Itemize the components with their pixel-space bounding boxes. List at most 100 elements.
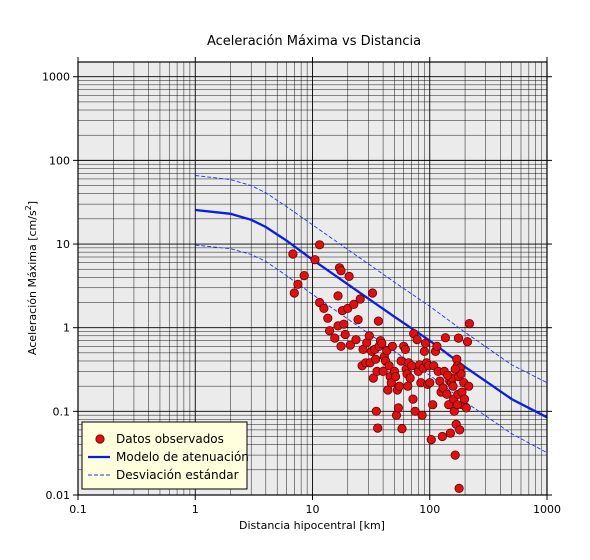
x-tick-label: 0.1 xyxy=(69,503,87,516)
data-point xyxy=(410,406,420,416)
y-axis-label-main: Aceleración Máxima [cm/s xyxy=(26,210,39,355)
data-point xyxy=(448,381,458,391)
data-point xyxy=(387,341,397,351)
data-point xyxy=(400,344,410,354)
data-point xyxy=(293,279,303,289)
data-point xyxy=(333,291,343,301)
data-point xyxy=(390,371,401,382)
y-tick-label: 1000 xyxy=(42,71,70,84)
attenuation-model-line xyxy=(195,208,548,419)
x-axis-ticks: 0.1 1 10 100 1000 xyxy=(69,57,561,516)
y-axis-label-superscript: 2 xyxy=(24,205,33,210)
data-point xyxy=(403,381,413,391)
x-tick-label: 10 xyxy=(306,503,320,516)
y-axis-label-end: ] xyxy=(26,201,39,205)
data-point xyxy=(367,288,378,298)
stddev-lower-line xyxy=(195,244,548,454)
y-tick-label: 100 xyxy=(49,154,70,167)
data-point xyxy=(373,423,383,433)
data-point xyxy=(464,381,474,391)
legend: Datos observados Modelo de atenuación De… xyxy=(81,421,249,490)
data-point xyxy=(340,329,350,340)
data-point xyxy=(428,400,438,410)
data-point xyxy=(344,271,354,281)
data-point xyxy=(445,428,455,438)
y-tick-label: 10 xyxy=(56,238,70,251)
data-point xyxy=(452,400,462,410)
data-point xyxy=(288,249,298,259)
data-point xyxy=(397,424,407,434)
x-tick-label: 100 xyxy=(419,503,440,516)
data-point xyxy=(454,483,464,493)
y-axis-label: Aceleración Máxima [cm/s2] xyxy=(24,201,39,355)
legend-label-stddev: Desviación estándar xyxy=(116,468,239,482)
data-point xyxy=(377,338,387,348)
data-point xyxy=(324,326,335,336)
y-tick-label: 0.1 xyxy=(53,405,71,418)
data-point xyxy=(371,406,381,416)
data-point xyxy=(420,338,431,348)
model-line xyxy=(195,208,548,419)
data-point xyxy=(394,381,404,391)
legend-marker-points xyxy=(95,434,105,444)
data-point xyxy=(456,369,466,379)
data-point xyxy=(383,385,393,395)
data-point xyxy=(437,431,447,442)
chart-title: Aceleración Máxima vs Distancia xyxy=(207,34,421,49)
data-point xyxy=(442,370,453,380)
y-tick-label: 1 xyxy=(63,322,70,335)
data-point xyxy=(459,394,470,404)
data-point xyxy=(455,425,465,435)
data-point xyxy=(461,403,471,413)
data-point xyxy=(378,366,388,376)
data-point xyxy=(432,341,442,351)
data-point xyxy=(323,313,333,323)
data-point xyxy=(310,255,320,265)
legend-label-points: Datos observados xyxy=(116,432,224,446)
data-point xyxy=(314,240,325,250)
data-point xyxy=(405,373,415,383)
data-point xyxy=(339,319,349,329)
data-point xyxy=(330,333,340,343)
data-point xyxy=(384,361,394,371)
data-point xyxy=(355,294,365,304)
data-point xyxy=(464,318,474,329)
data-point xyxy=(336,266,346,276)
data-point xyxy=(440,333,450,343)
data-point xyxy=(299,270,309,281)
data-point xyxy=(453,333,464,343)
data-point xyxy=(289,288,299,298)
x-tick-label: 1000 xyxy=(533,503,561,516)
data-point xyxy=(370,354,381,364)
data-point xyxy=(353,314,363,325)
data-point xyxy=(426,434,436,445)
stddev-upper-line xyxy=(195,175,548,384)
data-point xyxy=(412,334,422,345)
data-point xyxy=(425,378,435,388)
data-point xyxy=(396,356,406,366)
data-point xyxy=(319,303,329,313)
data-point xyxy=(393,403,403,413)
data-point xyxy=(417,410,427,420)
data-point xyxy=(462,337,473,347)
legend-box xyxy=(81,421,248,490)
data-point xyxy=(450,450,460,460)
y-axis-ticks: 0.01 0.1 1 10 100 1000 xyxy=(42,71,552,502)
data-points xyxy=(288,240,474,493)
x-tick-label: 1 xyxy=(192,503,199,516)
data-point xyxy=(351,334,361,345)
data-point xyxy=(364,331,374,341)
data-point xyxy=(345,340,355,350)
y-tick-label: 0.01 xyxy=(46,489,71,502)
stddev-lines xyxy=(195,175,548,454)
data-point xyxy=(373,316,383,326)
x-axis-label: Distancia hipocentral [km] xyxy=(239,519,385,532)
data-point xyxy=(408,394,418,404)
data-point xyxy=(349,299,359,309)
data-point xyxy=(442,389,452,399)
data-point xyxy=(406,361,417,371)
data-point xyxy=(336,341,346,351)
legend-label-model: Modelo de atenuación xyxy=(116,450,249,464)
data-point xyxy=(450,364,460,374)
